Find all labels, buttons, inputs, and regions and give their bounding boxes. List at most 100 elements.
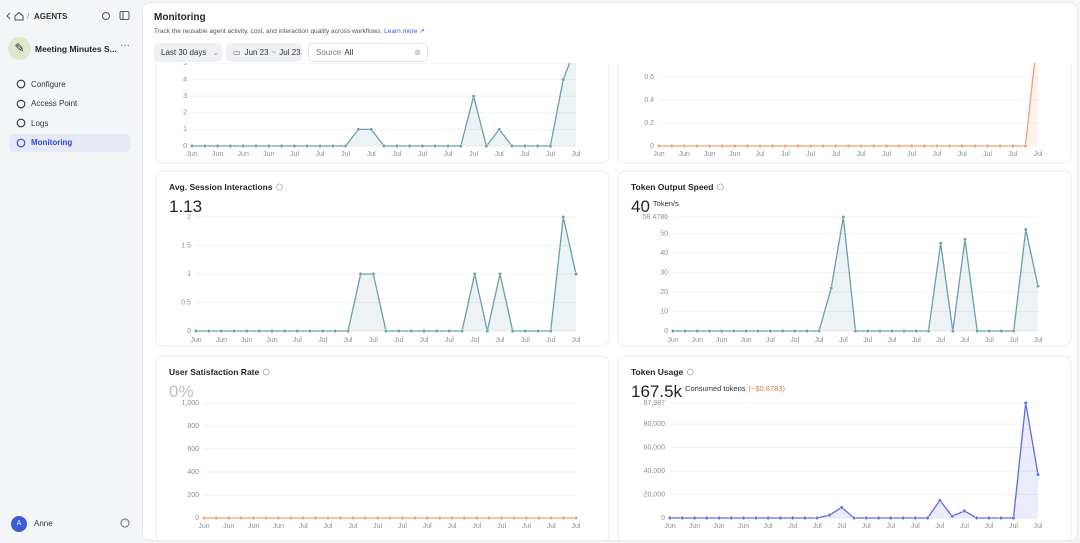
x-tick-label: Jun [198,523,209,530]
x-tick-label: Jul [984,523,993,530]
data-point [827,513,832,517]
x-tick-label: Jul [815,337,824,344]
info-icon [717,183,724,191]
nav-item[interactable]: Logs [9,114,131,132]
data-point [852,516,856,520]
x-tick-label: Jul [961,337,970,344]
sidebar: / AGENTS ✎ Meeting Minutes S... ··· Conf… [0,0,140,543]
data-point [497,127,502,132]
data-point [407,144,412,148]
x-tick-label: Jul [788,523,797,530]
chart-title: Token Output Speed [631,182,713,192]
app-name[interactable]: Meeting Minutes S... [35,44,117,54]
data-point [683,329,688,333]
data-point [741,516,746,520]
x-tick-label: Jul [935,523,944,530]
x-tick-label: Jul [546,337,555,344]
nav-label: Logs [31,118,49,128]
help-icon[interactable] [120,518,130,528]
x-tick-label: Jul [367,151,376,158]
x-tick-label: Jul [316,151,325,158]
x-tick-label: Jul [1008,151,1017,158]
y-tick-label: 4 [183,76,187,83]
breadcrumb[interactable]: AGENTS [34,12,68,21]
x-tick-label: Jul [423,523,432,530]
x-tick-label: Jul [520,151,529,158]
x-tick-label: Jun [186,151,197,158]
data-point [548,329,553,333]
data-point [384,329,388,333]
app-icon: ✎ [8,37,31,60]
data-point [254,144,258,148]
x-tick-label: Jul [837,523,846,530]
data-point [308,329,312,333]
x-tick-label: Jun [664,523,675,530]
period-select[interactable]: Last 30 days ⌄ [154,43,222,62]
data-point [487,516,492,520]
nav-item[interactable]: Configure [9,75,131,93]
learn-more-link[interactable]: Learn more [384,28,418,35]
nav-label: Monitoring [31,138,73,147]
x-tick-label: Jun [263,151,274,158]
chart-card [617,355,1072,540]
data-point [425,516,430,520]
data-point [871,144,876,148]
y-tick-label: 0 [195,515,199,522]
data-point [937,498,942,503]
x-tick-label: Jun [729,151,740,158]
y-tick-label: 3 [183,93,187,100]
nav-item[interactable]: Monitoring [9,133,131,152]
x-tick-label: Jun [223,523,234,530]
data-point [433,144,438,148]
x-tick-label: Jul [912,337,921,344]
x-tick-label: Jul [936,337,945,344]
data-point [950,329,955,333]
data-point [358,272,363,276]
data-point [574,272,578,276]
data-point [972,144,977,148]
x-tick-label: Jul [862,523,871,530]
more-button[interactable]: ··· [120,40,130,51]
data-point [998,144,1002,148]
data-point [536,329,540,333]
data-point [859,144,864,148]
toolbar-icons[interactable] [101,10,131,22]
y-tick-label: 0.4 [644,97,654,104]
x-tick-label: Jul [932,151,941,158]
x-tick-label: Jun [266,337,277,344]
data-point [420,144,425,148]
headline-value: 1.13 [169,197,202,216]
user-name[interactable]: Anne [34,519,53,528]
date-to: Jul 23 [279,48,301,57]
data-point [561,77,566,82]
x-tick-label: Jul [1009,523,1018,530]
x-tick-label: Jul [766,337,775,344]
data-point [707,329,712,333]
data-point [853,329,858,333]
data-point [194,329,198,333]
x-tick-label: Jun [667,337,678,344]
info-icon [276,183,284,191]
date-range[interactable]: ▭ Jun 23 ~ Jul 23 [226,43,302,62]
x-tick-label: Jun [740,337,751,344]
chart-title: User Satisfaction Rate [169,367,259,377]
data-point [536,516,541,520]
data-point [313,516,318,520]
data-point [790,516,795,520]
data-point [437,516,442,520]
data-point [371,272,376,276]
data-point [295,329,300,333]
nav-icon [16,138,26,147]
nav-item[interactable]: Access Point [9,95,131,113]
y-tick-label: 2 [183,110,187,117]
data-point [668,516,672,520]
source-select[interactable]: Source All ⊗ [308,43,428,62]
y-tick-label: 97,987 [644,400,666,407]
y-tick-label: 0 [661,515,665,522]
data-point [244,329,249,333]
data-point [1023,227,1028,232]
data-point [962,509,967,513]
data-point [318,144,322,148]
x-tick-label: Jun [241,337,252,344]
x-tick-label: Jun [653,151,664,158]
